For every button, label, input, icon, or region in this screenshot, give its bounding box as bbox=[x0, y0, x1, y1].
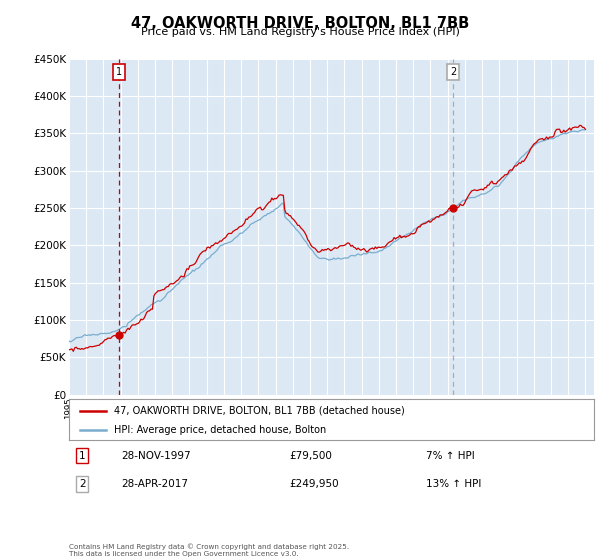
Text: Contains HM Land Registry data © Crown copyright and database right 2025.
This d: Contains HM Land Registry data © Crown c… bbox=[69, 544, 349, 557]
Text: 47, OAKWORTH DRIVE, BOLTON, BL1 7BB (detached house): 47, OAKWORTH DRIVE, BOLTON, BL1 7BB (det… bbox=[113, 405, 404, 416]
Text: HPI: Average price, detached house, Bolton: HPI: Average price, detached house, Bolt… bbox=[113, 424, 326, 435]
Text: £79,500: £79,500 bbox=[290, 451, 332, 461]
Text: 47, OAKWORTH DRIVE, BOLTON, BL1 7BB: 47, OAKWORTH DRIVE, BOLTON, BL1 7BB bbox=[131, 16, 469, 31]
Text: 28-APR-2017: 28-APR-2017 bbox=[121, 479, 188, 489]
Text: £249,950: £249,950 bbox=[290, 479, 339, 489]
Text: 1: 1 bbox=[79, 451, 85, 461]
Text: Price paid vs. HM Land Registry's House Price Index (HPI): Price paid vs. HM Land Registry's House … bbox=[140, 27, 460, 37]
Text: 2: 2 bbox=[450, 67, 457, 77]
Text: 7% ↑ HPI: 7% ↑ HPI bbox=[426, 451, 475, 461]
Text: 13% ↑ HPI: 13% ↑ HPI bbox=[426, 479, 481, 489]
Text: 1: 1 bbox=[116, 67, 122, 77]
Text: 28-NOV-1997: 28-NOV-1997 bbox=[121, 451, 191, 461]
Text: 2: 2 bbox=[79, 479, 85, 489]
